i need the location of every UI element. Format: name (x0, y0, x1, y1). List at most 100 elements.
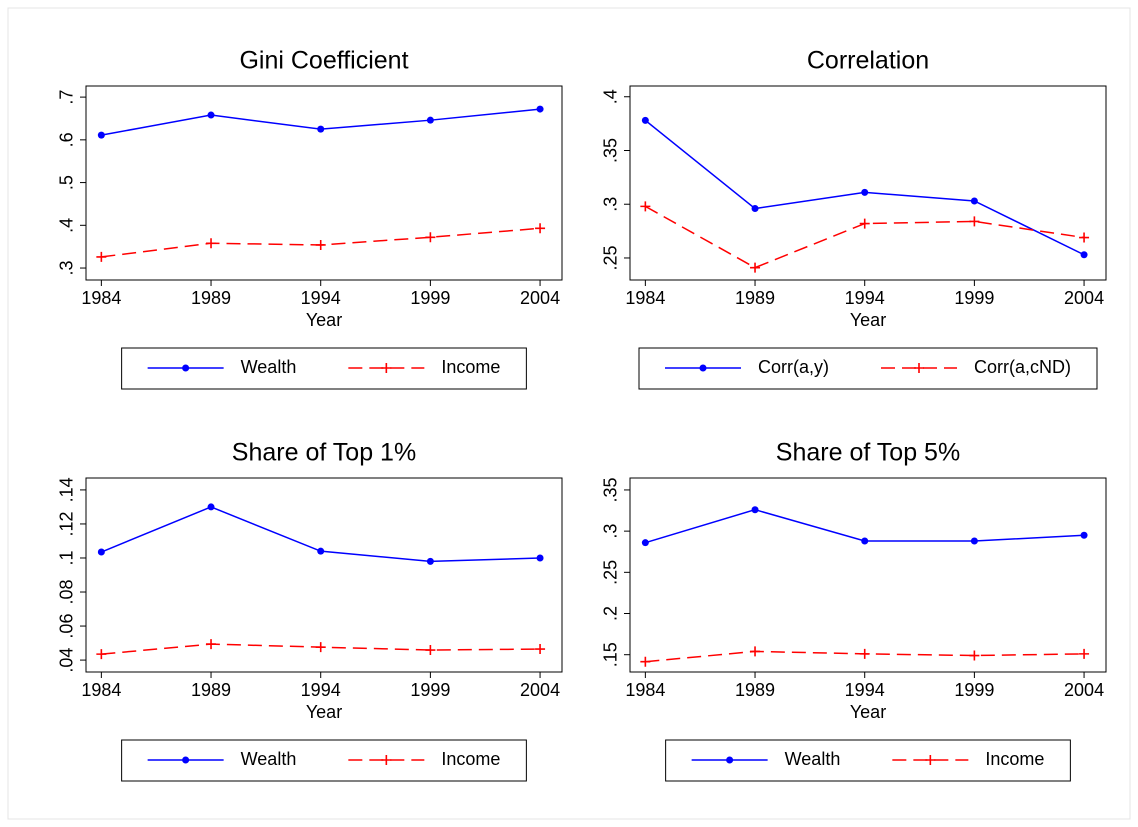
x-axis-label: Year (306, 310, 342, 330)
point (1079, 232, 1090, 243)
y-tick-label: .4 (601, 89, 621, 104)
legend-label: Wealth (241, 357, 297, 377)
legend-label: Wealth (241, 749, 297, 769)
point (970, 537, 978, 545)
x-tick-label: 1994 (301, 288, 341, 308)
point (861, 537, 869, 545)
point (206, 238, 217, 249)
legend-label: Income (441, 749, 500, 769)
legend-marker (925, 755, 936, 765)
plot-area (629, 85, 1107, 281)
legend-entry: Wealth (147, 749, 297, 769)
point (536, 105, 544, 113)
y-tick-label: .06 (57, 614, 77, 639)
point (641, 116, 649, 124)
x-tick-label: 1994 (845, 288, 885, 308)
point (1079, 648, 1090, 659)
y-tick-label: .5 (57, 175, 77, 190)
frame (7, 7, 1131, 820)
legend-entry: Income (892, 749, 1044, 769)
y-tick-label: .12 (57, 511, 77, 536)
y-tick-label: .1 (57, 550, 77, 565)
point (317, 125, 325, 133)
point (859, 648, 870, 659)
x-tick-label: 1994 (301, 680, 341, 700)
legend-entry: Corr(a,cND) (881, 357, 1071, 377)
legend-marker (699, 364, 707, 372)
x-tick-label: 1999 (410, 288, 450, 308)
point (1080, 531, 1088, 539)
x-tick-label: 1989 (191, 680, 231, 700)
chart-title: Share of Top 1% (232, 439, 416, 467)
chart-title: Gini Coefficient (239, 47, 408, 75)
y-tick-label: .4 (57, 218, 77, 233)
x-tick-label: 1999 (954, 680, 994, 700)
point (206, 639, 217, 650)
series (640, 201, 1090, 273)
series (96, 223, 546, 262)
x-axis-label: Year (850, 310, 886, 330)
y-tick-label: .35 (601, 138, 621, 163)
point (207, 111, 215, 119)
x-tick-label: 1994 (845, 680, 885, 700)
legend-label: Income (985, 749, 1044, 769)
point (96, 649, 107, 660)
x-tick-label: 1989 (735, 288, 775, 308)
legend: Wealth Income (121, 347, 527, 390)
point (535, 223, 546, 234)
point (751, 205, 759, 213)
point (969, 650, 980, 661)
series (641, 116, 1088, 259)
x-tick-label: 2004 (1064, 288, 1104, 308)
series (96, 639, 546, 660)
y-tick-label: .15 (601, 642, 621, 667)
y-tick-label: .6 (57, 132, 77, 147)
x-tick-label: 2004 (1064, 680, 1104, 700)
point (640, 656, 651, 667)
point (750, 646, 761, 657)
legend-label: Wealth (785, 749, 841, 769)
point (1080, 251, 1088, 259)
x-axis-label: Year (306, 702, 342, 722)
x-tick-label: 1999 (954, 288, 994, 308)
y-tick-label: .14 (57, 477, 77, 502)
plot-area (629, 477, 1107, 673)
x-tick-label: 1999 (410, 680, 450, 700)
point (859, 218, 870, 229)
x-tick-label: 1984 (81, 288, 121, 308)
point (535, 644, 546, 655)
plot-area (85, 477, 563, 673)
legend-entry: Income (348, 357, 500, 377)
legend-entry: Wealth (691, 749, 841, 769)
point (315, 239, 326, 250)
series (640, 646, 1090, 667)
point (969, 216, 980, 227)
y-tick-label: .35 (601, 477, 621, 502)
legend-entry: Wealth (147, 357, 297, 377)
y-tick-label: .3 (57, 261, 77, 276)
legend-marker (381, 755, 392, 765)
y-tick-label: .2 (601, 606, 621, 621)
point (536, 554, 544, 562)
x-tick-label: 1984 (625, 680, 665, 700)
legend-marker (182, 364, 190, 372)
legend-marker (182, 756, 190, 764)
x-tick-label: 1984 (81, 680, 121, 700)
point (426, 116, 434, 124)
y-tick-label: .3 (601, 197, 621, 212)
point (641, 539, 649, 547)
point (97, 131, 105, 139)
point (425, 232, 436, 243)
legend-marker (381, 363, 392, 373)
y-tick-label: .04 (57, 648, 77, 673)
legend-marker (914, 363, 924, 373)
legend-entry: Income (348, 749, 500, 769)
chart-title: Share of Top 5% (776, 439, 960, 467)
point (751, 506, 759, 514)
y-tick-label: .25 (601, 245, 621, 270)
legend: Corr(a,y) Corr(a,cND) (638, 347, 1098, 390)
x-axis-label: Year (850, 702, 886, 722)
legend: Wealth Income (121, 739, 527, 782)
point (96, 251, 107, 262)
